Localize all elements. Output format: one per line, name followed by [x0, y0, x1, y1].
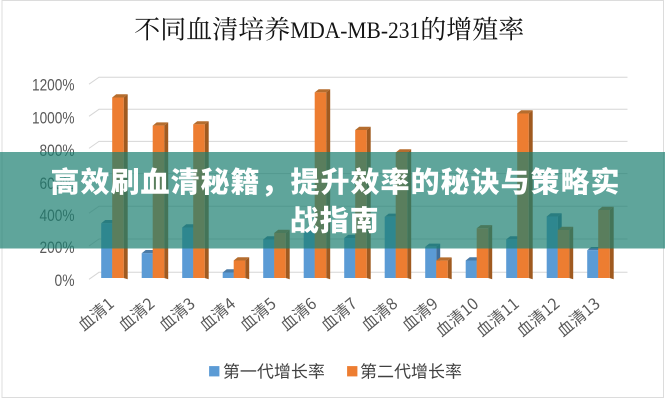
svg-text:0%: 0%: [55, 272, 75, 290]
svg-text:1000%: 1000%: [32, 110, 75, 128]
svg-text:1200%: 1200%: [32, 77, 75, 95]
svg-text:MDA-MB-231: MDA-MB-231: [290, 18, 420, 44]
